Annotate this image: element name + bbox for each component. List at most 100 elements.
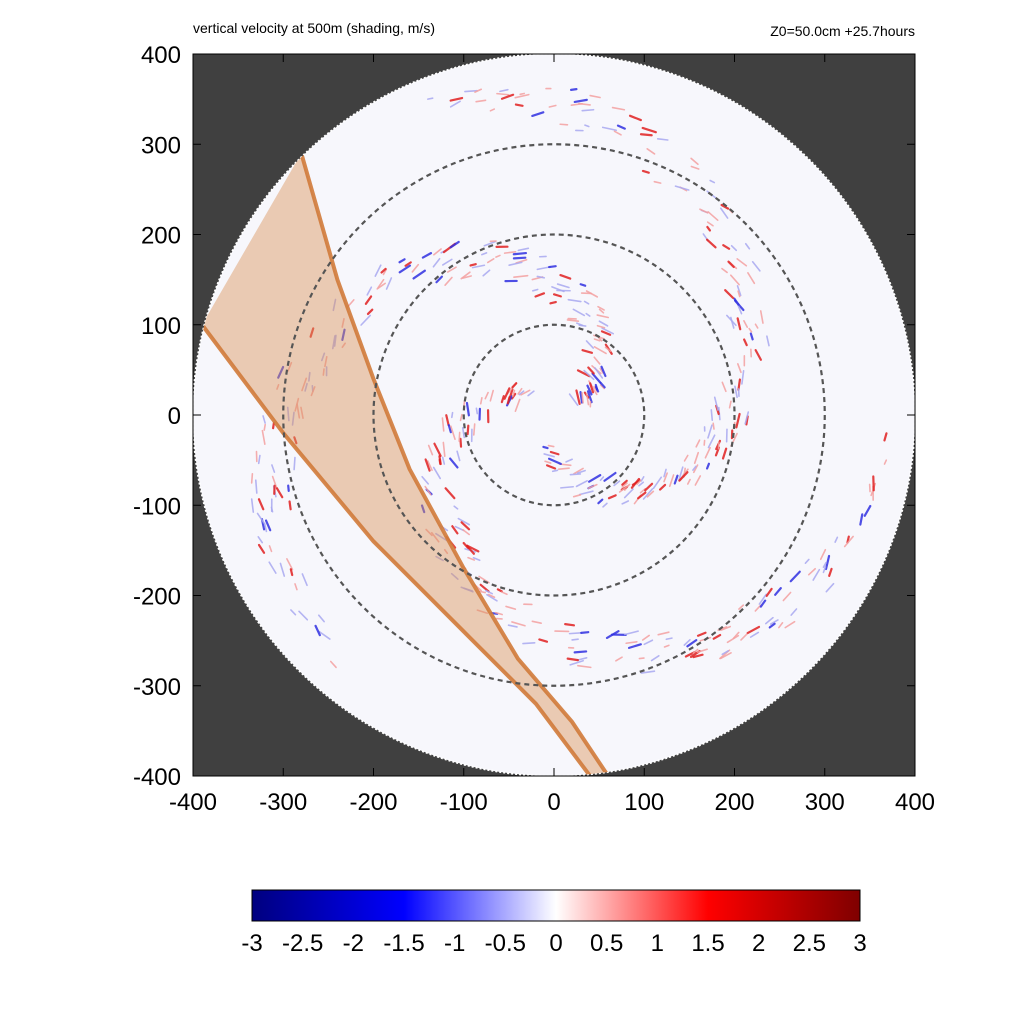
velocity-streak [366, 308, 374, 316]
velocity-streak [696, 631, 707, 637]
velocity-streak [464, 89, 478, 93]
velocity-streak [499, 88, 509, 93]
velocity-streak [451, 525, 459, 535]
velocity-streak [435, 275, 444, 284]
velocity-streak [449, 96, 464, 102]
velocity-streak [603, 471, 617, 482]
velocity-streak [271, 464, 276, 473]
velocity-streak [462, 528, 471, 536]
velocity-streak [261, 429, 266, 445]
velocity-streak [463, 587, 473, 592]
velocity-streak [489, 389, 494, 402]
velocity-streak [459, 413, 463, 422]
velocity-streak [486, 593, 498, 602]
velocity-streak [668, 474, 675, 488]
velocity-streak [496, 92, 510, 96]
velocity-streak [287, 484, 290, 492]
y-tick-label: 400 [141, 42, 181, 69]
velocity-streak [824, 554, 831, 571]
velocity-streak [740, 633, 748, 641]
velocity-streak [580, 631, 590, 634]
velocity-streak [447, 424, 452, 434]
velocity-streak [432, 466, 442, 480]
velocity-streak [585, 392, 590, 406]
velocity-streak [744, 411, 750, 425]
velocity-streak [522, 642, 536, 645]
velocity-streak [254, 479, 258, 494]
shaded-band [200, 152, 610, 776]
velocity-streak [592, 388, 598, 396]
velocity-streak [628, 114, 642, 122]
velocity-streak [585, 290, 599, 298]
velocity-streak [707, 211, 719, 221]
velocity-streak [639, 133, 653, 137]
colorbar-tick-label: -2 [343, 930, 364, 957]
velocity-streak [828, 567, 833, 577]
velocity-streak [479, 396, 483, 405]
velocity-streak [586, 384, 593, 396]
velocity-streak [579, 283, 587, 287]
velocity-streak [543, 453, 555, 458]
velocity-streak [665, 637, 673, 641]
velocity-streak [789, 570, 801, 583]
velocity-streak [578, 102, 591, 106]
velocity-streak [341, 342, 346, 349]
velocity-streak [438, 458, 442, 465]
velocity-streak [859, 513, 864, 526]
velocity-streak [531, 620, 542, 625]
velocity-streak [722, 244, 731, 250]
velocity-streak [736, 363, 742, 374]
velocity-streak [883, 459, 888, 465]
velocity-streak [883, 432, 888, 442]
velocity-streak [263, 523, 268, 533]
velocity-streak [729, 274, 740, 286]
velocity-streak [548, 104, 557, 108]
velocity-streak [599, 381, 606, 389]
velocity-streak [595, 386, 600, 393]
velocity-streak [566, 319, 580, 322]
velocity-streak [692, 648, 699, 655]
reference-circle-300 [282, 143, 826, 687]
y-tick-label: -100 [133, 493, 181, 520]
velocity-streak [549, 450, 560, 456]
velocity-streak [489, 108, 496, 112]
velocity-streak [565, 458, 573, 463]
velocity-streak [301, 573, 308, 587]
velocity-streak [706, 221, 714, 227]
velocity-streak [301, 377, 308, 392]
velocity-streak [577, 657, 588, 661]
velocity-streak [601, 126, 618, 132]
velocity-streak [426, 460, 433, 472]
velocity-streak [576, 369, 591, 378]
velocity-streak [382, 268, 388, 276]
velocity-streak [639, 487, 647, 494]
velocity-streak [517, 387, 523, 395]
velocity-streak [271, 475, 278, 490]
velocity-streak [294, 583, 298, 591]
velocity-streak [600, 330, 612, 336]
velocity-streak [744, 242, 751, 250]
velocity-streak [322, 368, 325, 376]
velocity-streak [398, 258, 406, 264]
velocity-streak [641, 169, 650, 174]
velocity-streak [435, 555, 444, 562]
velocity-streak [663, 644, 670, 648]
velocity-streak [398, 264, 412, 274]
velocity-streak [496, 588, 503, 593]
velocity-streak [737, 378, 742, 391]
colorbar-tick-label: 2 [752, 930, 765, 957]
velocity-streak [694, 475, 702, 486]
velocity-streak [713, 396, 719, 411]
velocity-streak [581, 349, 594, 354]
velocity-streak [627, 643, 642, 649]
velocity-streak [519, 92, 525, 96]
velocity-streak [641, 126, 657, 134]
velocity-streak [704, 446, 711, 459]
velocity-streak [444, 276, 453, 286]
velocity-streak [766, 335, 770, 347]
velocity-streak [656, 138, 669, 141]
velocity-streak [764, 616, 774, 625]
velocity-streak [646, 148, 656, 155]
velocity-streak [599, 476, 605, 482]
velocity-streak [366, 286, 373, 296]
